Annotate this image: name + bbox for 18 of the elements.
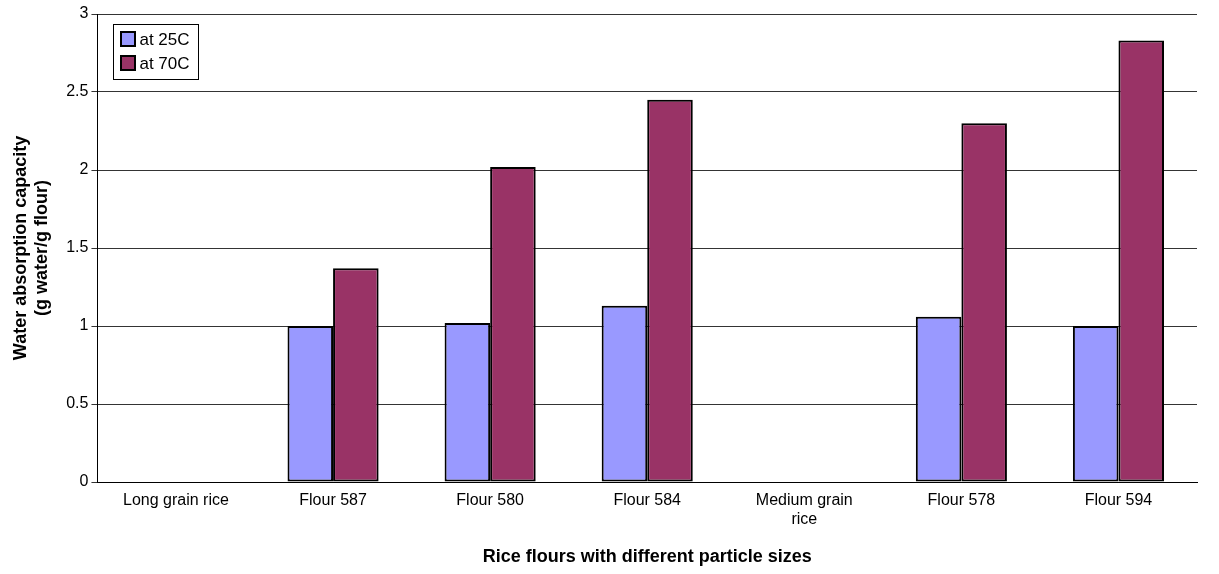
x-tick-label: Flour 580 (456, 491, 525, 509)
y-tick-label: 1.5 (66, 238, 89, 256)
y-tick-label: 2.5 (66, 82, 89, 100)
y-tick-label: 1 (79, 316, 89, 334)
x-axis-title: Rice flours with different particle sizes (482, 546, 812, 567)
x-tick-label: Flour 578 (927, 491, 996, 509)
x-tick-label: Flour 587 (299, 491, 367, 509)
legend-label: at 70C (138, 53, 190, 75)
x-tick-label: Medium grain rice (755, 491, 853, 528)
x-tick-label: Flour 594 (1084, 491, 1153, 509)
y-tick-label: 3 (79, 4, 89, 22)
y-tick-label: 0 (79, 472, 89, 490)
x-tick-label: Flour 584 (613, 491, 682, 509)
y-axis-title: Water absorption capacity (g water/g flour) (9, 135, 52, 361)
y-tick-label: 0.5 (66, 394, 89, 412)
legend-label: at 25C (138, 29, 190, 51)
x-tick-label: Long grain rice (123, 491, 230, 509)
y-tick-label: 2 (79, 160, 89, 178)
